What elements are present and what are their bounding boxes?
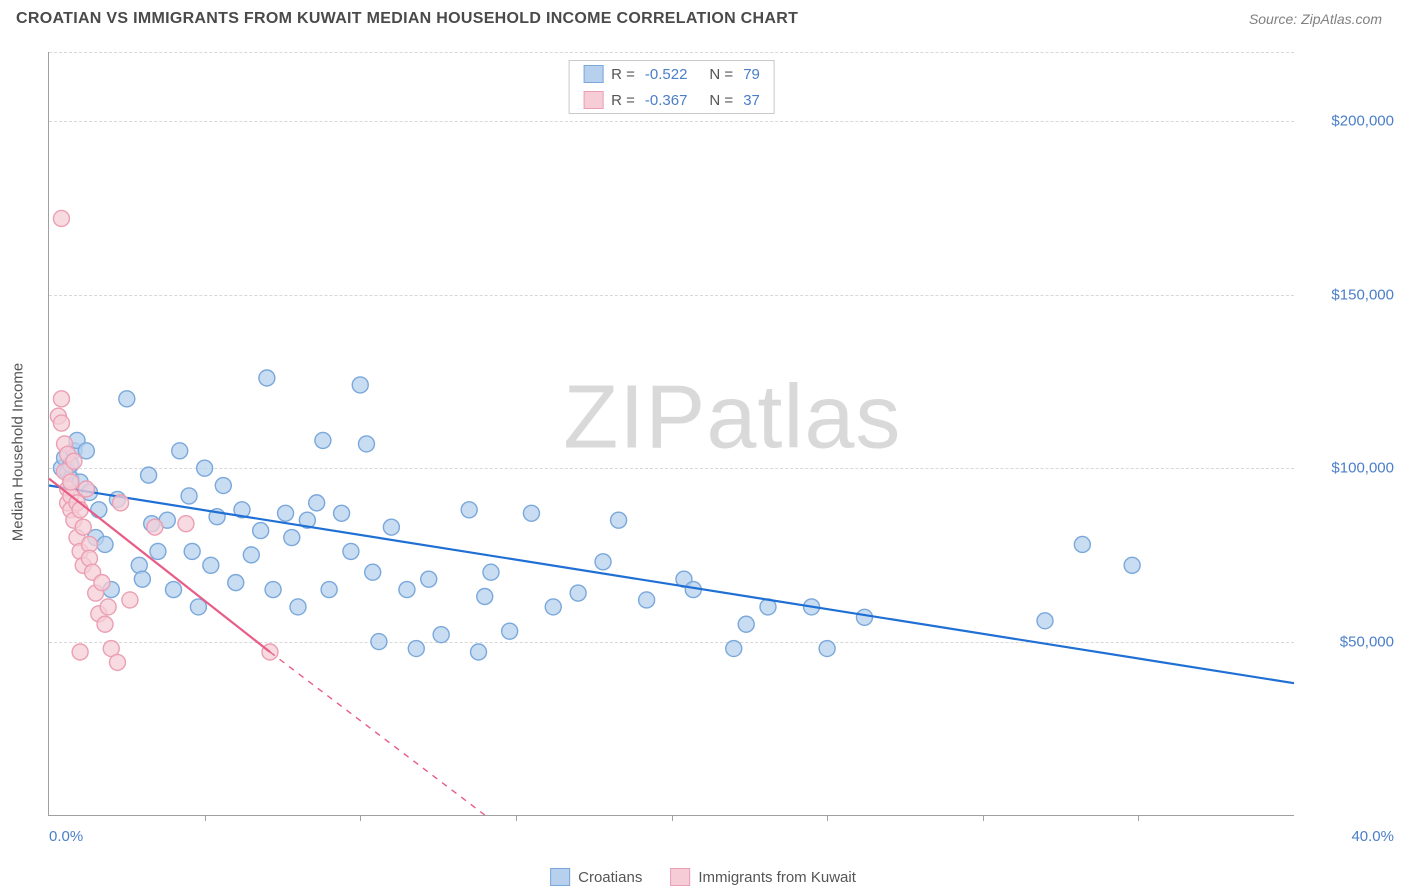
source-credit: Source: ZipAtlas.com — [1249, 11, 1382, 27]
y-axis-title: Median Household Income — [10, 363, 27, 541]
series-legend: Croatians Immigrants from Kuwait — [550, 868, 856, 886]
page-title: CROATIAN VS IMMIGRANTS FROM KUWAIT MEDIA… — [16, 10, 798, 28]
legend-swatch — [583, 65, 603, 83]
stats-legend-row: R = -0.522N = 79 — [569, 61, 774, 87]
legend-item: Croatians — [550, 868, 642, 886]
x-axis-max-label: 40.0% — [1351, 828, 1394, 845]
y-tick-label: $100,000 — [1331, 460, 1394, 477]
legend-swatch — [583, 91, 603, 109]
chart-svg — [49, 52, 1294, 815]
legend-swatch — [670, 868, 690, 886]
x-axis-min-label: 0.0% — [49, 828, 83, 845]
legend-swatch — [550, 868, 570, 886]
y-tick-label: $150,000 — [1331, 286, 1394, 303]
legend-item: Immigrants from Kuwait — [670, 868, 856, 886]
chart-container: Median Household Income ZIPatlas R = -0.… — [48, 52, 1394, 852]
y-tick-label: $50,000 — [1340, 633, 1394, 650]
stats-legend-row: R = -0.367N = 37 — [569, 87, 774, 113]
y-tick-label: $200,000 — [1331, 113, 1394, 130]
stats-legend: R = -0.522N = 79R = -0.367N = 37 — [568, 60, 775, 114]
y-axis-labels: $50,000 $100,000 $150,000 $200,000 — [1294, 52, 1394, 816]
plot-area: ZIPatlas R = -0.522N = 79R = -0.367N = 3… — [48, 52, 1294, 816]
